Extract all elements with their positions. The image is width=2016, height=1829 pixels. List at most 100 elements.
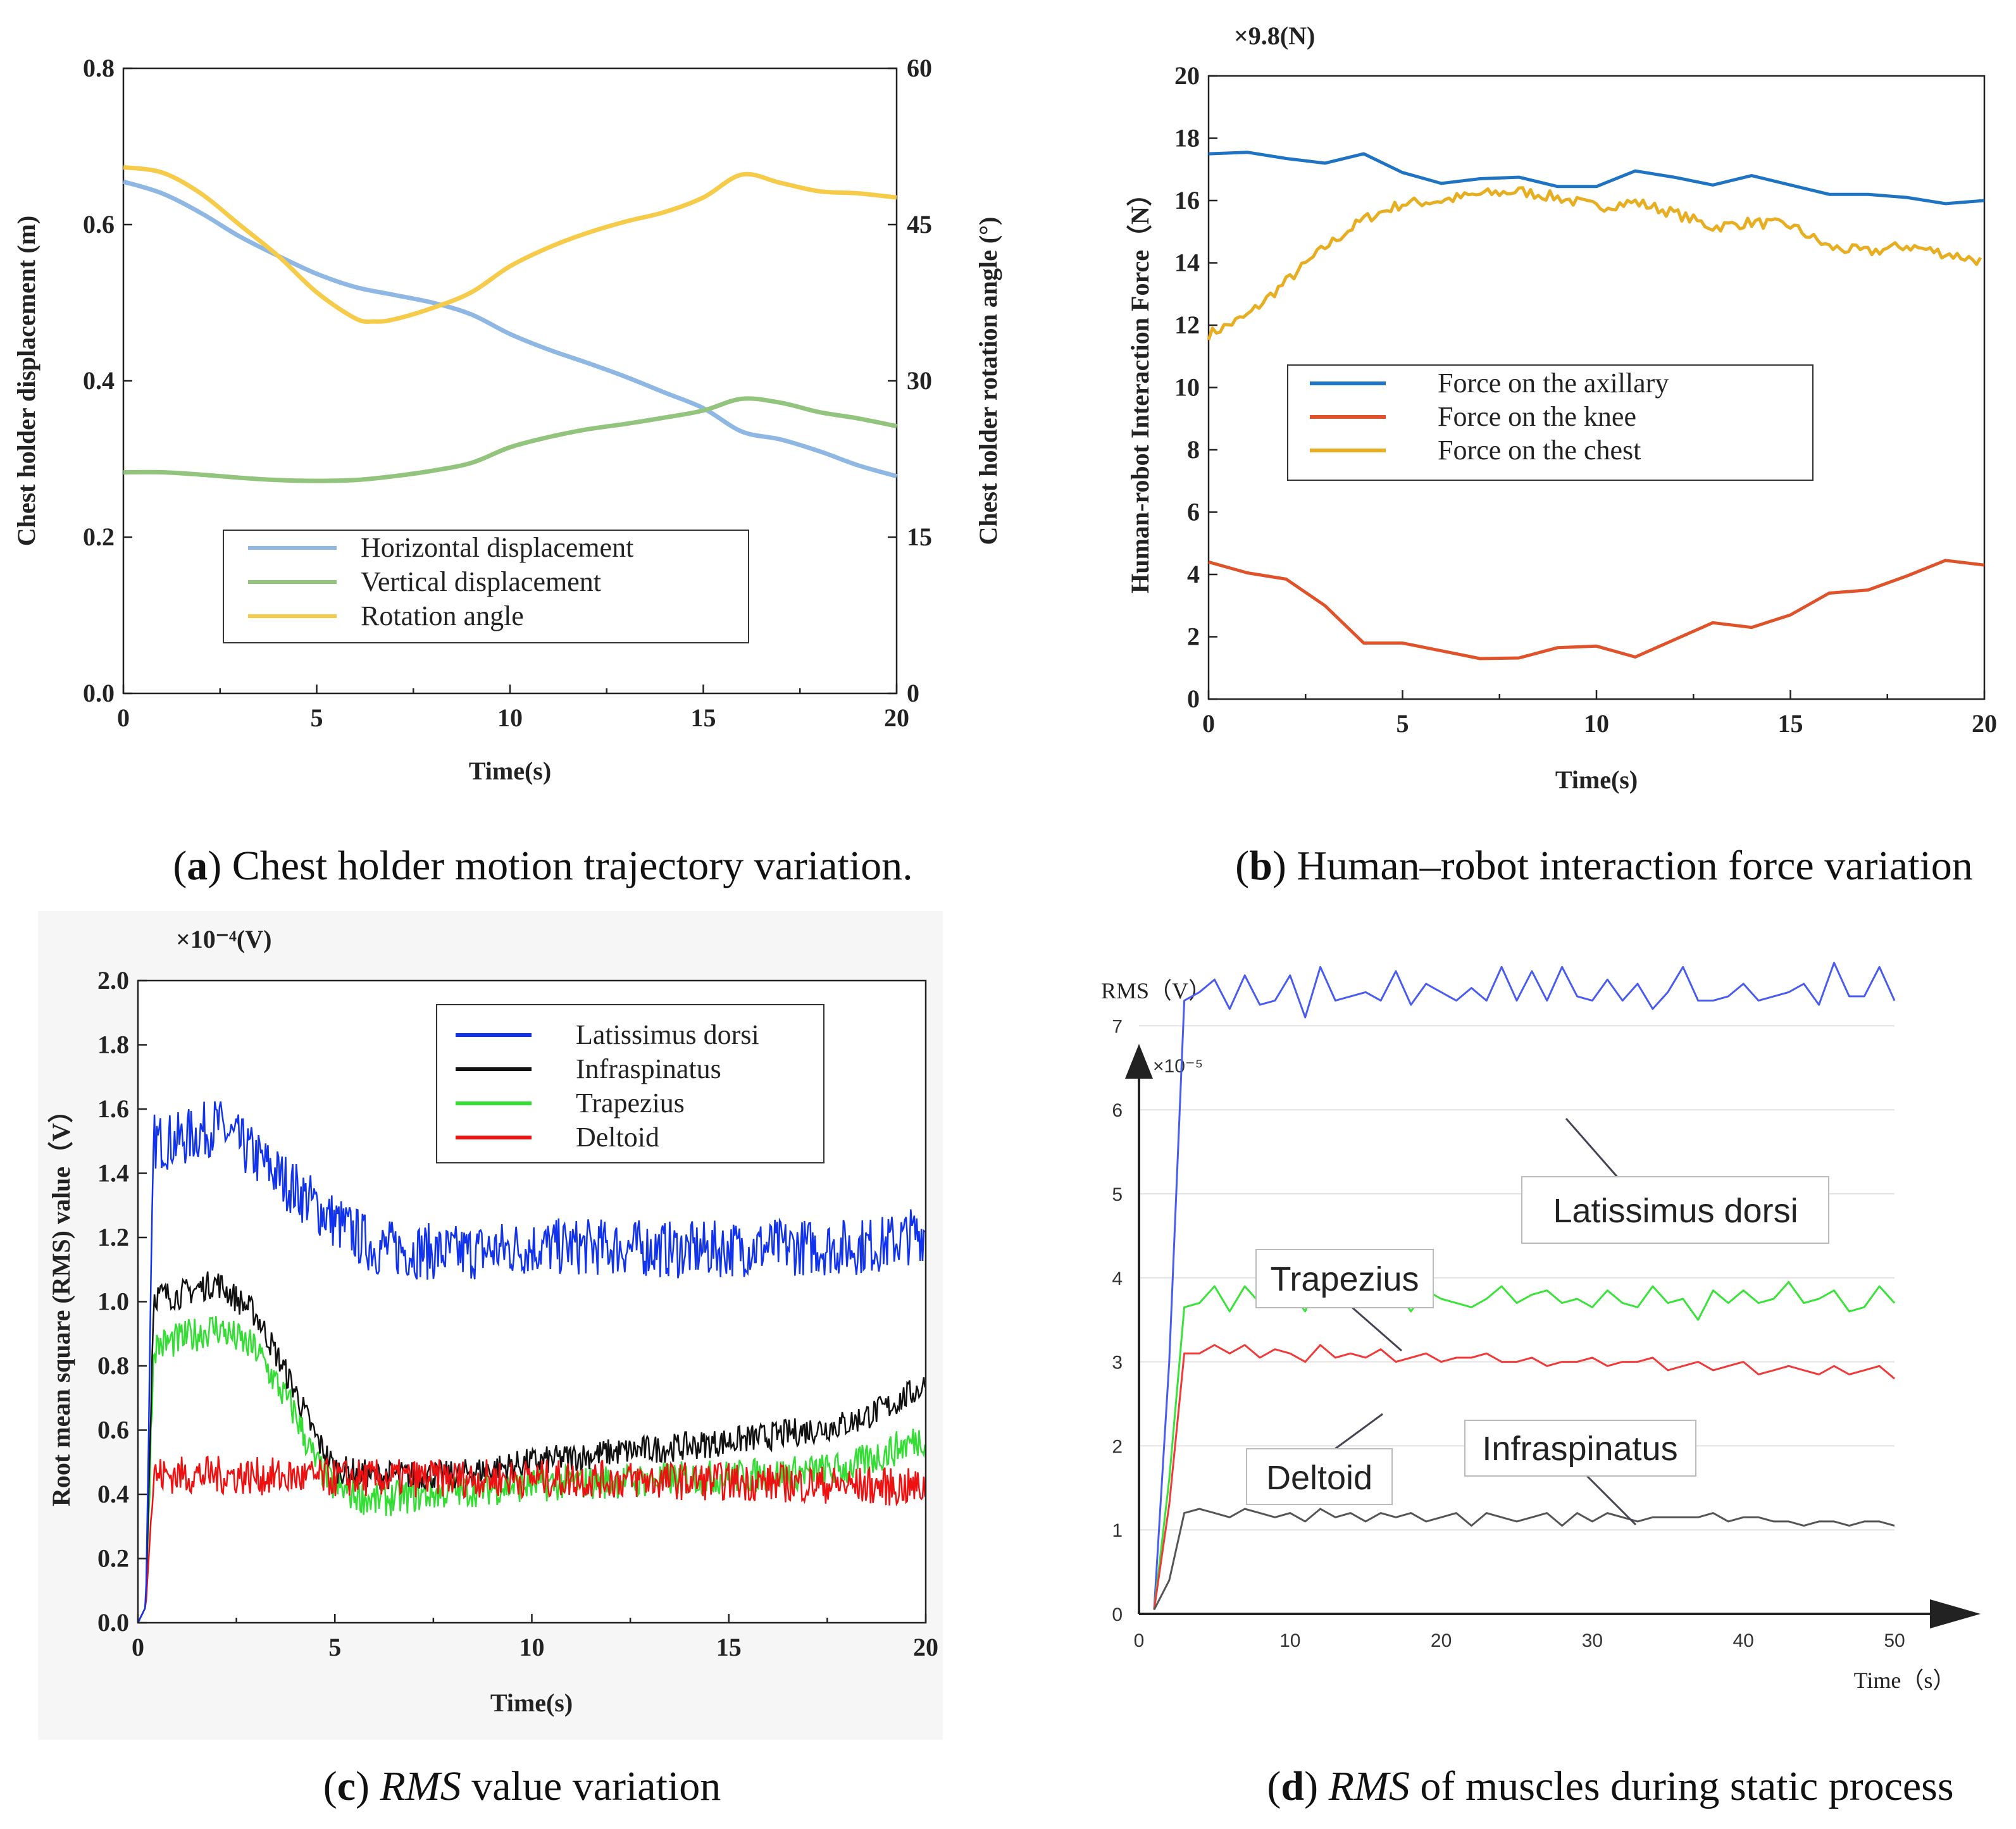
y-tick-label: 1.4 — [97, 1159, 129, 1187]
chart-d-scale-note: ×10⁻⁵ — [1153, 1056, 1203, 1077]
chart-a-xlabel: Time(s) — [469, 757, 551, 785]
y-tick-label: 10 — [1174, 373, 1200, 402]
legend-label-deltoid: Deltoid — [576, 1122, 659, 1153]
legend-label-vertical: Vertical displacement — [361, 566, 601, 597]
x-tick-label: 50 — [1884, 1630, 1905, 1651]
chart-b-legend: Force on the axillary Force on the knee … — [1287, 364, 1814, 481]
y-tick-label: 0.2 — [97, 1544, 129, 1573]
callout-box-latissimus — [1521, 1176, 1829, 1244]
y-tick-label: 6 — [1187, 498, 1200, 526]
chart-b-series — [1207, 151, 1985, 660]
y-tick-label: 0.4 — [97, 1480, 129, 1508]
x-tick-label: 40 — [1733, 1630, 1754, 1651]
x-tick-label: 10 — [1584, 709, 1609, 738]
x-tick-label: 15 — [716, 1633, 742, 1661]
chart-c-unit-note: ×10⁻⁴(V) — [176, 925, 271, 953]
y-tick-label: 1.0 — [97, 1287, 129, 1316]
chart-c-series — [137, 1101, 926, 1623]
caption-d-letter: d — [1281, 1763, 1304, 1809]
legend-label-trapezius: Trapezius — [576, 1088, 685, 1119]
series-infraspinatus — [137, 1271, 926, 1623]
series-infraspinatus-static — [1153, 1508, 1895, 1611]
x-tick-label: 5 — [311, 704, 323, 732]
y2-tick-label: 60 — [907, 54, 932, 82]
y-tick-label: 1 — [1112, 1520, 1123, 1541]
series-latissimus-dorsi — [137, 1101, 926, 1623]
callout-line-trapezius — [1350, 1305, 1402, 1352]
chart-c-ylabel: Root mean square (RMS) value（V） — [47, 1098, 75, 1506]
chart-a-ticks: 0 5 10 15 20 0.0 0.2 0.4 0.6 0.8 0 15 30 45 60 — [83, 54, 932, 732]
callout-box-deltoid — [1246, 1448, 1393, 1505]
chart-b-ylabel: Human-robot Interaction Force（N） — [1126, 181, 1154, 593]
x-tick-label: 10 — [497, 704, 523, 732]
x-tick-label: 0 — [132, 1633, 144, 1661]
x-tick-label: 0 — [1202, 709, 1215, 738]
y-tick-label: 20 — [1174, 61, 1200, 90]
chart-a-ylabel: Chest holder displacement (m) — [12, 216, 40, 547]
series-horizontal-displacement — [122, 179, 897, 479]
series-deltoid-static — [1153, 1344, 1895, 1610]
y-tick-label: 0.2 — [83, 523, 115, 551]
y-tick-label: 1.2 — [97, 1223, 129, 1251]
caption-b: (b) Human–robot interaction force variat… — [1235, 843, 1973, 889]
legend-label-axillary: Force on the axillary — [1438, 368, 1669, 399]
caption-a-letter: a — [187, 843, 208, 889]
series-latissimus-dorsi-static — [1153, 962, 1896, 1610]
y2-tick-label: 15 — [907, 523, 932, 551]
caption-d-text: of muscles during static process — [1410, 1763, 1954, 1809]
chart-a: 0 5 10 15 20 0.0 0.2 0.4 0.6 0.8 0 15 30 45 60 Time(s)… — [12, 54, 1002, 889]
x-tick-label: 20 — [1431, 1630, 1452, 1651]
chart-d-y-arrow — [1125, 1044, 1153, 1079]
y-tick-label: 5 — [1112, 1184, 1123, 1205]
callout-line-infraspinatus — [1584, 1473, 1637, 1526]
x-tick-label: 5 — [328, 1633, 341, 1661]
y-tick-label: 0 — [1187, 685, 1200, 713]
caption-b-letter: b — [1249, 843, 1272, 889]
y2-tick-label: 0 — [907, 679, 919, 707]
series-vertical-displacement — [123, 396, 897, 483]
y-tick-label: 8 — [1187, 435, 1200, 464]
y-tick-label: 4 — [1112, 1268, 1123, 1289]
series-force-chest — [1207, 186, 1982, 341]
y-tick-label: 14 — [1174, 249, 1200, 277]
caption-c-letter: c — [337, 1763, 356, 1809]
y2-tick-label: 30 — [907, 366, 932, 395]
series-deltoid — [137, 1455, 926, 1623]
caption-c-text: value variation — [461, 1763, 721, 1809]
x-tick-label: 5 — [1397, 709, 1409, 738]
y-tick-label: 0.8 — [83, 54, 115, 82]
chart-d-ticks: 0 1 2 3 4 5 6 7 0 10 20 30 40 50 — [1112, 1016, 1905, 1651]
y-tick-label: 0.0 — [97, 1608, 129, 1637]
caption-b-text: Human–robot interaction force variation — [1286, 843, 1973, 889]
annotation-latissimus: Latissimus dorsi — [1553, 1192, 1798, 1230]
x-tick-label: 15 — [691, 704, 716, 732]
caption-d-italic: RMS — [1328, 1763, 1410, 1809]
callout-line-deltoid — [1335, 1413, 1383, 1450]
caption-a-text: Chest holder motion trajectory variation… — [221, 843, 912, 889]
chart-c-ticks: 0 5 10 15 20 0.0 0.2 0.4 0.6 0.8 1.0 1.2 1.4 1.6 1.8 2.… — [97, 966, 938, 1661]
legend-label-infraspinatus: Infraspinatus — [576, 1053, 721, 1084]
y-tick-label: 0.6 — [97, 1416, 129, 1444]
y-tick-label: 3 — [1112, 1353, 1123, 1373]
x-tick-label: 10 — [520, 1633, 545, 1661]
y-tick-label: 4 — [1187, 560, 1200, 588]
chart-b: ×9.8(N) 0 5 10 15 20 0 2 4 6 8 10 12 14 16 18 20 Time(s… — [1126, 22, 1997, 889]
legend-label-rotation: Rotation angle — [361, 600, 524, 631]
y-tick-label: 1.8 — [97, 1031, 129, 1059]
y-tick-label: 0.8 — [97, 1351, 129, 1380]
chart-b-ticks: 0 5 10 15 20 0 2 4 6 8 10 12 14 16 18 20 — [1174, 61, 1997, 738]
legend-label-horizontal: Horizontal displacement — [361, 532, 633, 563]
x-tick-label: 30 — [1582, 1630, 1603, 1651]
y-tick-label: 0.6 — [83, 210, 115, 239]
y-tick-label: 1.6 — [97, 1094, 129, 1123]
callout-box-infraspinatus — [1464, 1420, 1696, 1477]
y-tick-label: 16 — [1174, 186, 1200, 214]
annotation-trapezius: Trapezius — [1270, 1260, 1419, 1298]
chart-a-y2label: Chest holder rotation angle (°) — [974, 217, 1002, 545]
chart-d-ylabel: RMS（V） — [1101, 978, 1211, 1003]
annotation-deltoid: Deltoid — [1266, 1459, 1372, 1497]
x-tick-label: 20 — [884, 704, 909, 732]
callout-box-trapezius — [1255, 1249, 1434, 1308]
x-tick-label: 20 — [913, 1633, 938, 1661]
series-rotation-angle — [123, 164, 897, 324]
